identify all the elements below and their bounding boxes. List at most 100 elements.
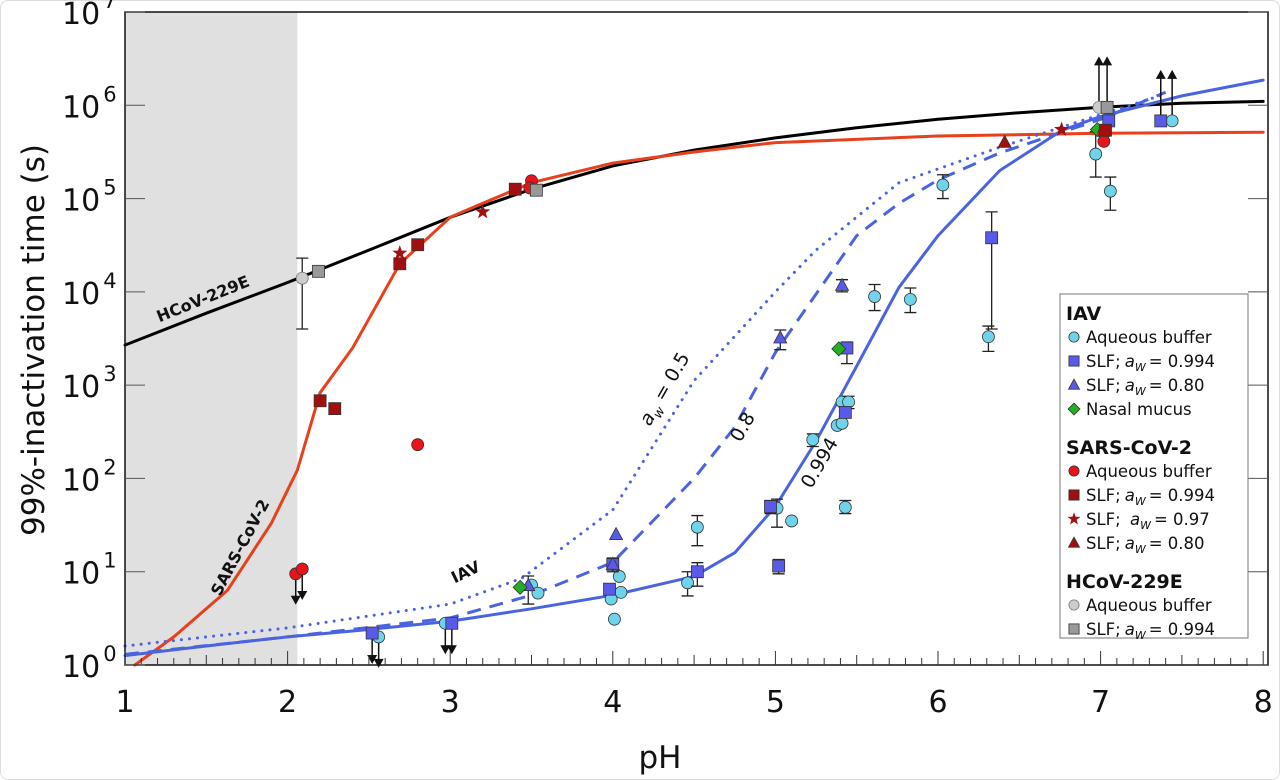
legend-marker-circle	[1068, 599, 1080, 611]
data-point-iav-circle	[1089, 147, 1103, 161]
data-point-hcov-229e-square	[529, 183, 543, 197]
plot-border	[124, 11, 1269, 666]
data-point-iav-circle	[982, 330, 995, 344]
data-point-iav-circle	[531, 586, 545, 600]
x-tick-label: 6	[928, 685, 947, 720]
y-axis-title: 99%-inactivation time (s)	[16, 144, 52, 536]
legend-item-label: SLF; aW = 0.994	[1086, 486, 1215, 508]
legend-item-label: Aqueous buffer	[1086, 328, 1212, 347]
upper-limit-arrow-icon	[446, 645, 457, 655]
x-tick-label: 3	[441, 685, 460, 720]
data-point-iav-diamond	[831, 341, 847, 357]
data-point-iav-triangle	[834, 277, 850, 291]
data-point-iav-circle	[903, 293, 917, 306]
data-point-sars-cov-2-circle	[295, 562, 309, 576]
legend-marker-square	[1068, 623, 1080, 635]
lower-limit-arrow-icon	[1155, 69, 1166, 79]
data-point-iav-diamond	[512, 579, 528, 595]
curve-dashed-0-8	[124, 90, 1167, 656]
data-point-sars-cov-2-star	[1054, 121, 1070, 136]
legend-marker-triangle	[1067, 378, 1081, 390]
x-tick-label: 4	[603, 685, 622, 720]
data-point-sars-cov-2-star	[392, 245, 408, 260]
data-point-iav-square	[764, 500, 777, 513]
curve-solid-sars-cov-2	[133, 130, 1265, 667]
data-point-sars-cov-2-triangle	[997, 134, 1012, 148]
legend-marker-triangle	[1067, 536, 1081, 548]
data-point-iav-square	[838, 406, 852, 419]
data-point-iav-triangle	[608, 526, 624, 540]
y-tick-label: 10 0	[62, 642, 117, 685]
data-point-iav-circle	[806, 433, 820, 447]
upper-limit-arrow-icon	[373, 658, 384, 668]
data-point-sars-cov-2-circle	[411, 438, 425, 452]
legend-marker-square	[1068, 489, 1080, 501]
data-point-iav-square	[1154, 114, 1168, 128]
legend-item-label: SLF; aW = 0.80	[1086, 376, 1205, 398]
y-tick-label: 10 7	[62, 0, 117, 32]
legend-group-title: SARS-CoV-2	[1066, 437, 1192, 459]
data-point-sars-cov-2-square	[328, 402, 342, 416]
legend-item-label: SLF; aW = 0.97	[1086, 510, 1210, 532]
legend-item-label: Aqueous buffer	[1086, 462, 1212, 481]
legend-item-label: Aqueous buffer	[1086, 596, 1212, 615]
data-point-iav-triangle	[773, 330, 788, 344]
upper-limit-arrow-icon	[367, 655, 378, 665]
data-point-sars-cov-2-square	[1099, 123, 1112, 137]
data-point-sars-cov-2-circle	[1097, 135, 1111, 148]
data-point-sars-cov-2-star	[475, 203, 491, 219]
data-point-hcov-229e-square	[1100, 100, 1114, 114]
x-axis-title: pH	[639, 740, 682, 776]
legend-marker-diamond	[1067, 402, 1081, 416]
data-point-iav-square	[445, 616, 459, 630]
x-tick-label: 1	[115, 685, 134, 720]
data-point-sars-cov-2-square	[313, 394, 327, 408]
y-tick-label: 10 2	[62, 455, 117, 498]
error-bar	[296, 257, 309, 330]
data-point-hcov-229e-square	[312, 264, 325, 278]
data-point-iav-circle	[868, 290, 881, 303]
legend-marker-star	[1067, 512, 1081, 525]
data-point-iav-triangle	[605, 556, 620, 570]
data-point-iav-circle	[1165, 114, 1179, 128]
data-point-sars-cov-2-square	[393, 257, 407, 271]
x-tick-label: 8	[1254, 685, 1273, 720]
y-tick-label: 10 4	[62, 269, 117, 312]
upper-limit-arrow-icon	[297, 590, 308, 600]
data-point-iav-circle	[838, 500, 852, 514]
data-point-iav-circle	[1103, 184, 1117, 198]
data-points	[289, 56, 1179, 668]
x-tick-label: 5	[766, 685, 785, 720]
data-point-sars-cov-2-square	[411, 238, 425, 252]
x-tick-label: 7	[1091, 685, 1110, 720]
legend-group-title: HCoV-229E	[1066, 571, 1183, 593]
data-point-iav-square	[772, 559, 786, 573]
legend-group-title: IAV	[1066, 303, 1101, 325]
y-tick-label: 10 1	[62, 549, 117, 592]
data-point-sars-cov-2-square	[508, 182, 522, 196]
legend-item-label: SLF; aW = 0.80	[1086, 534, 1205, 556]
data-point-iav-circle	[936, 178, 950, 192]
lower-limit-arrow-icon	[1167, 69, 1178, 79]
legend-marker-circle	[1068, 331, 1080, 343]
data-point-iav-circle	[612, 570, 626, 583]
y-tick-label: 10 3	[62, 362, 117, 405]
data-point-iav-square	[690, 565, 704, 579]
legend-marker-square	[1068, 355, 1080, 367]
legend-item-label: SLF; aW = 0.994	[1086, 352, 1215, 374]
data-point-iav-square	[603, 582, 616, 596]
data-point-hcov-229e-circle	[295, 271, 309, 285]
lower-limit-arrow-icon	[1102, 56, 1113, 66]
data-point-iav-circle	[608, 612, 621, 626]
lower-limit-arrow-icon	[1093, 56, 1104, 66]
data-point-iav-square	[985, 231, 999, 245]
legend-item-label: SLF; aW = 0.994	[1086, 620, 1215, 642]
x-tick-label: 2	[278, 685, 297, 720]
data-point-iav-square	[365, 626, 379, 640]
data-point-iav-circle	[835, 416, 849, 430]
legend-box	[1059, 293, 1249, 639]
upper-limit-arrow-icon	[440, 645, 451, 655]
